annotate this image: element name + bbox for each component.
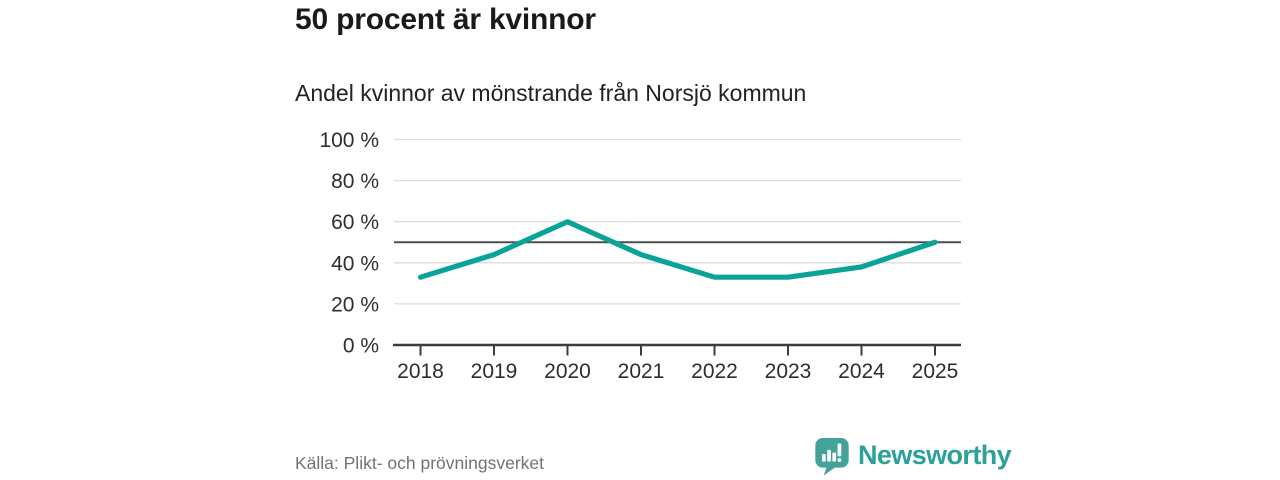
y-tick-label: 20 % [331,293,379,316]
chart-title: 50 procent är kvinnor [295,3,596,36]
x-tick-label: 2023 [765,360,812,383]
source-attribution: Källa: Plikt- och prövningsverket [295,453,544,473]
y-tick-label: 0 % [343,335,379,358]
x-tick-label: 2021 [618,360,665,383]
newsworthy-bar-chart-icon [815,438,849,476]
x-tick-label: 2024 [838,360,885,383]
y-tick-label: 60 % [331,211,379,234]
x-tick-label: 2020 [544,360,591,383]
x-tick-label: 2019 [471,360,518,383]
y-tick-label: 80 % [331,170,379,193]
y-tick-label: 40 % [331,252,379,275]
newsworthy-logo: Newsworthy [815,438,1012,476]
x-tick-label: 2018 [397,360,444,383]
chart-subtitle: Andel kvinnor av mönstrande från Norsjö … [295,80,807,106]
y-tick-label: 100 % [319,129,379,152]
x-tick-label: 2025 [912,360,959,383]
x-tick-label: 2022 [691,360,738,383]
data-line [417,219,938,280]
newsworthy-wordmark: Newsworthy [858,440,1012,470]
